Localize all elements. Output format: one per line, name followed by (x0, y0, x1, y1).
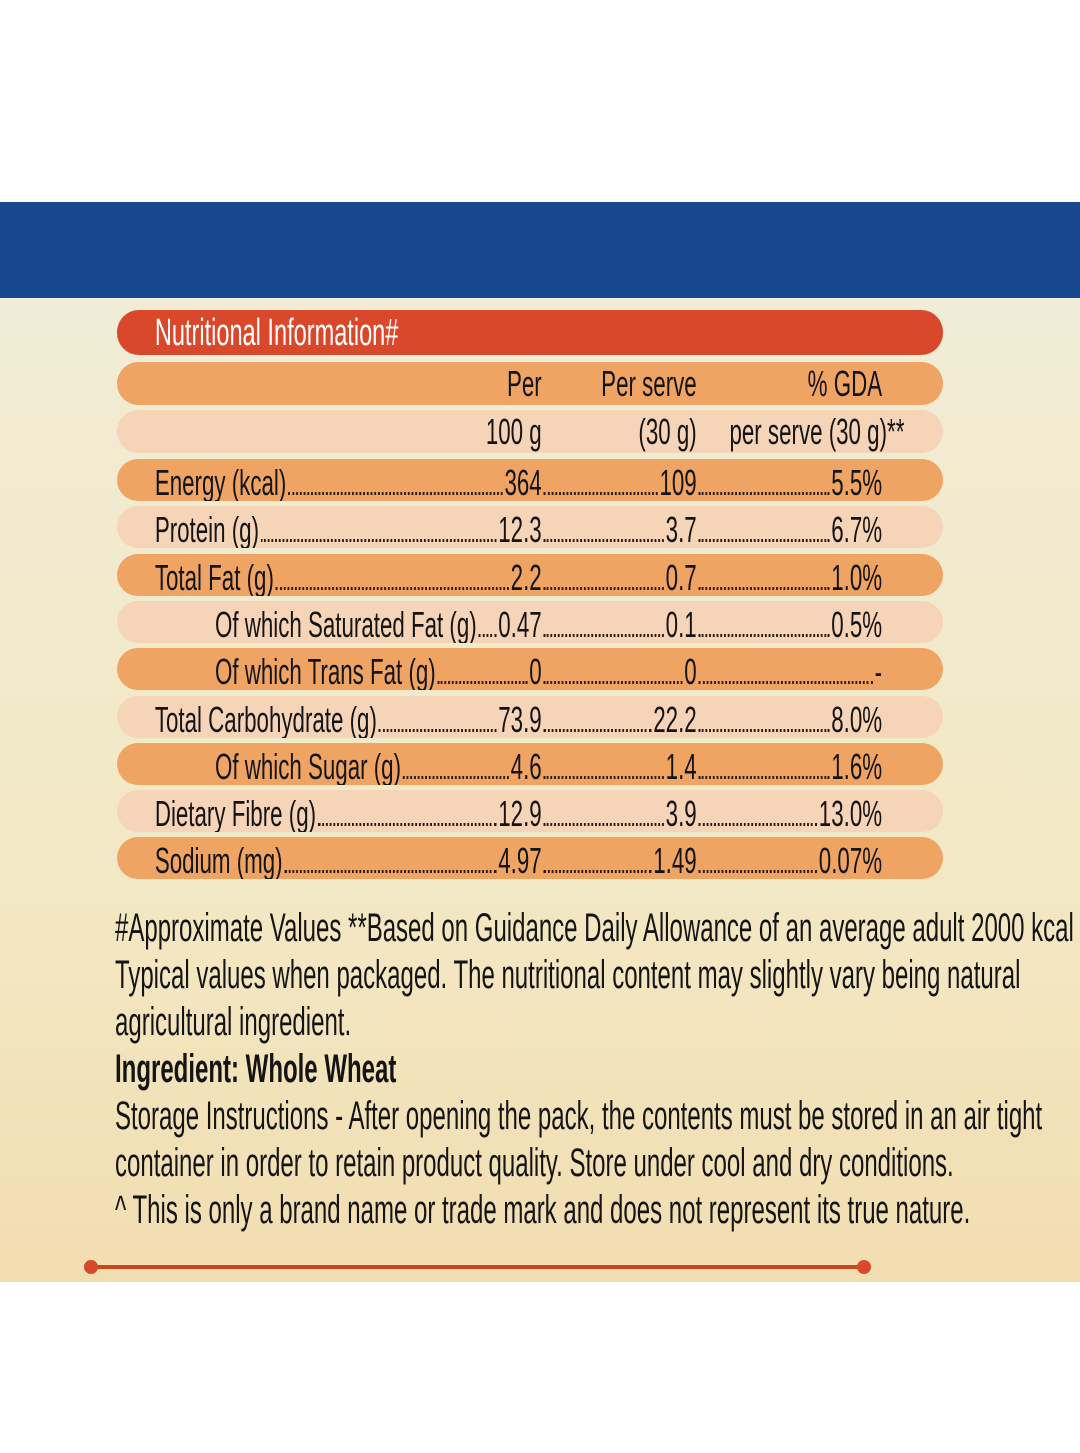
per-serve-value: 0.1 (665, 603, 697, 643)
gda-value: 6.7% (831, 509, 883, 549)
dot-leader (317, 823, 497, 827)
per-serve-value: 22.2 (653, 698, 697, 738)
dot-leader (698, 586, 830, 590)
col2-subheader: (30 g) (638, 411, 697, 452)
table-row: Energy (kcal) 364 109 5.5% (117, 459, 943, 501)
divider-line (90, 1265, 864, 1269)
gda-value: 13.0% (818, 793, 883, 833)
gda-value: 8.0% (831, 698, 883, 738)
per-100g-value: 4.97 (498, 840, 542, 880)
blue-band (0, 202, 1080, 298)
per-100g-value: 12.3 (498, 509, 542, 549)
header-row-1: Per Per serve % GDA (117, 362, 943, 405)
col3-header: % GDA (807, 363, 883, 404)
per-serve-value: 109 (659, 462, 697, 502)
dot-leader (698, 539, 830, 543)
col1-header: Per (506, 363, 542, 404)
nutrient-label: Total Fat (g) (154, 556, 274, 596)
storage-instructions-cont: container in order to retain product qua… (115, 1141, 954, 1185)
dot-leader (378, 728, 497, 732)
nutrient-label: Protein (g) (154, 509, 260, 549)
per-100g-value: 73.9 (498, 698, 542, 738)
table-row: Of which Trans Fat (g) 0 0 - (117, 648, 943, 691)
table-row: Of which Sugar (g) 4.6 1.4 1.6% (117, 742, 943, 785)
table-row: Total Fat (g) 2.2 0.7 1.0% (117, 553, 943, 596)
table-row: Dietary Fibre (g) 12.9 3.9 13.0% (117, 790, 943, 833)
dot-leader (543, 823, 664, 827)
dot-leader (543, 586, 664, 590)
per-100g-value: 0 (529, 651, 542, 691)
table-title: Nutritional Information# (154, 312, 399, 354)
nutrient-label: Total Carbohydrate (g) (154, 698, 377, 738)
dot-leader (698, 633, 830, 637)
dot-leader (543, 870, 652, 874)
nutrient-label: Sodium (mg) (154, 840, 283, 880)
disclaimer: ^ This is only a brand name or trade mar… (115, 1188, 971, 1232)
table-row: Of which Saturated Fat (g) 0.47 0.1 0.5% (117, 600, 943, 643)
dot-leader (543, 492, 658, 495)
footnote-approx: #Approximate Values **Based on Guidance … (115, 906, 1080, 950)
nutrient-label: Of which Trans Fat (g) (214, 651, 436, 691)
dot-leader (698, 775, 830, 779)
dot-leader (543, 728, 652, 732)
table-row: Sodium (mg) 4.97 1.49 0.07% (117, 837, 943, 880)
table-row: Protein (g) 12.3 3.7 6.7% (117, 506, 943, 549)
gda-value: 5.5% (831, 462, 883, 502)
per-100g-value: 4.6 (510, 745, 542, 785)
dot-leader (543, 539, 664, 543)
per-100g-value: 364 (504, 462, 542, 502)
dot-leader (543, 681, 683, 685)
nutrient-label: Of which Sugar (g) (214, 745, 402, 785)
header-row-2: 100 g (30 g) per serve (30 g)** (117, 410, 943, 453)
gda-value: 1.0% (831, 556, 883, 596)
footnote-typical-cont: agricultural ingredient. (115, 1000, 352, 1044)
per-serve-value: 3.7 (665, 509, 697, 549)
dot-leader (698, 681, 873, 685)
footnote-typical: Typical values when packaged. The nutrit… (115, 953, 1021, 997)
gda-value: 0.5% (831, 603, 883, 643)
per-serve-value: 1.4 (665, 745, 697, 785)
divider-end-dot (857, 1260, 871, 1274)
per-serve-value: 1.49 (653, 840, 697, 880)
dot-leader (543, 633, 664, 637)
gda-value: 0.07% (818, 840, 883, 880)
table-row: Total Carbohydrate (g) 73.9 22.2 8.0% (117, 695, 943, 738)
per-100g-value: 2.2 (510, 556, 542, 596)
gda-value: 1.6% (831, 745, 883, 785)
ingredient: Ingredient: Whole Wheat (115, 1047, 397, 1091)
per-serve-value: 3.9 (665, 793, 697, 833)
dot-leader (698, 492, 830, 495)
col1-subheader: 100 g (485, 411, 542, 452)
gda-value: - (874, 651, 883, 691)
nutrient-label: Energy (kcal) (154, 462, 287, 502)
dot-leader (260, 539, 497, 543)
nutrient-label: Of which Saturated Fat (g) (214, 603, 477, 643)
dot-leader (288, 492, 503, 495)
dot-leader (402, 775, 509, 779)
col2-header: Per serve (601, 363, 697, 404)
per-100g-value: 12.9 (498, 793, 542, 833)
dot-leader (698, 728, 830, 732)
dot-leader (275, 586, 509, 590)
storage-instructions: Storage Instructions - After opening the… (115, 1094, 1043, 1138)
col3-subheader: per serve (30 g)** (729, 411, 905, 452)
dot-leader (543, 775, 664, 779)
title-bar: Nutritional Information# (117, 310, 943, 355)
per-serve-value: 0.7 (665, 556, 697, 596)
per-serve-value: 0 (684, 651, 697, 691)
nutrient-label: Dietary Fibre (g) (154, 793, 317, 833)
dot-leader (284, 870, 497, 874)
divider-end-dot (84, 1260, 98, 1274)
dot-leader (698, 870, 817, 874)
footer-notes: #Approximate Values **Based on Guidance … (115, 905, 1080, 1234)
per-100g-value: 0.47 (498, 603, 542, 643)
dot-leader (698, 823, 817, 827)
dot-leader (478, 633, 497, 637)
dot-leader (437, 681, 528, 685)
